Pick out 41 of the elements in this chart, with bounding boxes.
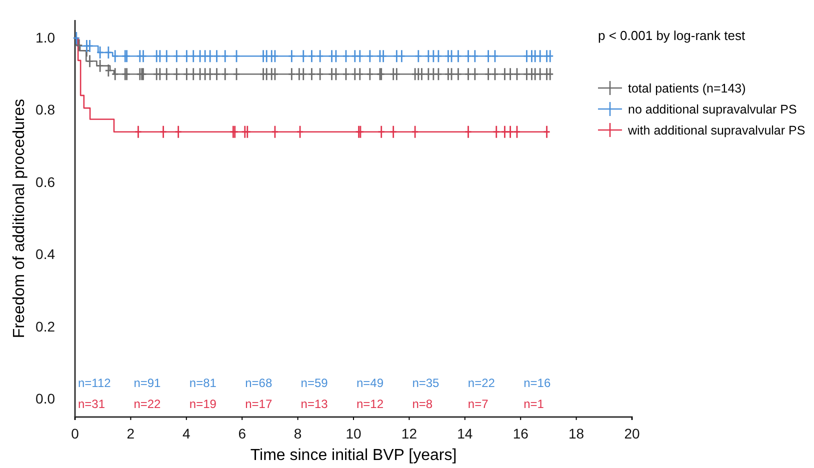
- y-tick-label: 0.4: [36, 246, 56, 262]
- x-tick-label: 18: [568, 425, 584, 442]
- annotation: n=13: [300, 397, 328, 412]
- x-tick-label: 8: [294, 425, 302, 442]
- x-axis-title: Time since initial BVP [years]: [250, 447, 457, 464]
- annotation: n=8: [412, 397, 433, 412]
- x-tick-label: 20: [624, 425, 640, 442]
- annotation: p < 0.001 by log-rank test: [598, 28, 746, 43]
- y-tick-label: 0.2: [36, 318, 56, 334]
- legend-label: total patients (n=143): [628, 81, 746, 96]
- y-tick-label: 0.6: [36, 174, 56, 190]
- annotation: n=17: [245, 397, 272, 412]
- annotation: n=81: [189, 376, 217, 390]
- x-tick-label: 4: [182, 425, 190, 442]
- y-axis-title: Freedom of additional procedures: [11, 98, 28, 338]
- x-tick-label: 2: [126, 425, 135, 442]
- annotation: n=91: [134, 376, 162, 390]
- x-tick-label: 6: [238, 425, 246, 442]
- annotation: n=22: [468, 376, 496, 390]
- x-tick-label: 14: [457, 425, 473, 442]
- y-tick-label: 1.0: [36, 30, 56, 46]
- annotation: n=7: [468, 397, 489, 412]
- y-tick-label: 0.8: [36, 102, 56, 118]
- x-tick-label: 16: [512, 425, 529, 442]
- annotation: n=12: [356, 397, 384, 412]
- annotation: n=31: [78, 397, 106, 412]
- legend-label: with additional supravalvular PS: [627, 123, 806, 138]
- annotation: n=35: [412, 376, 440, 390]
- annotation: n=112: [78, 376, 112, 390]
- annotation: n=22: [134, 397, 162, 412]
- annotation: n=49: [356, 376, 384, 390]
- annotation: n=68: [245, 376, 272, 390]
- y-tick-label: 0.0: [36, 390, 56, 406]
- annotation: n=1: [524, 397, 544, 412]
- annotation: n=19: [189, 397, 217, 412]
- x-tick-label: 10: [346, 425, 362, 442]
- x-tick-label: 12: [401, 425, 418, 442]
- legend-label: no additional supravalvular PS: [628, 102, 797, 116]
- x-tick-label: 0: [71, 425, 80, 442]
- annotation: n=16: [524, 376, 551, 390]
- annotation: n=59: [300, 376, 328, 390]
